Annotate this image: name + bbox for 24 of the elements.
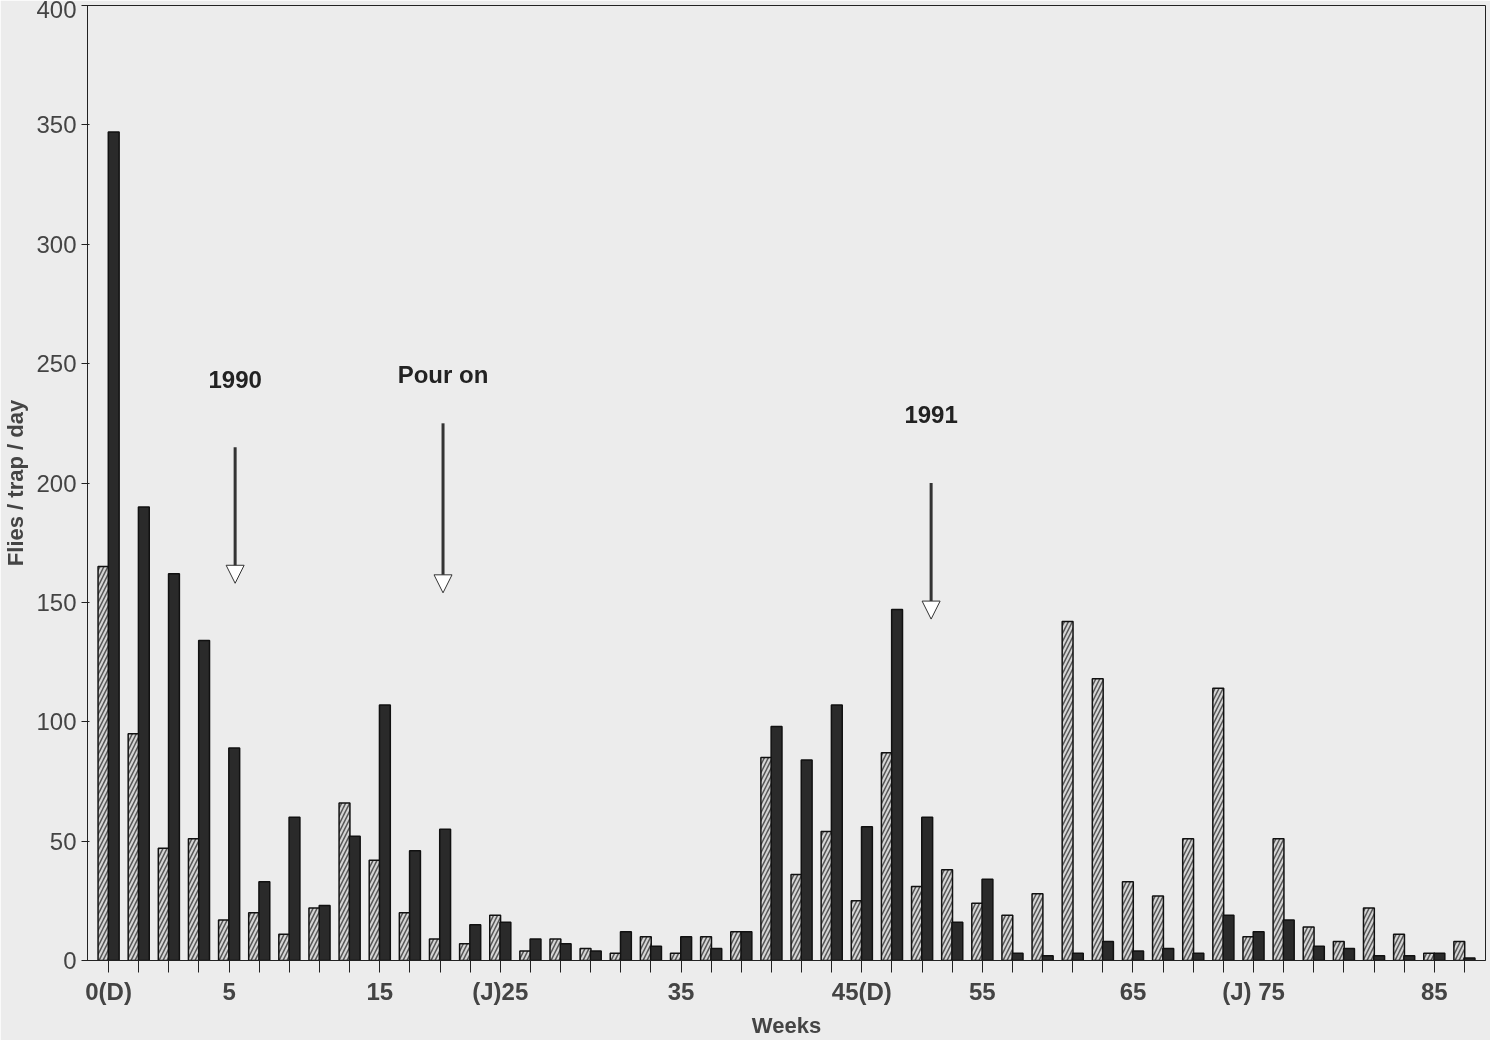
y-tick-label: 50 [49, 827, 77, 855]
x-tick-label: 45(D) [831, 977, 892, 1005]
x-tick-label: 0(D) [85, 977, 132, 1005]
y-tick-label: 400 [36, 0, 77, 23]
y-tick-label: 250 [36, 350, 77, 378]
x-tick-label: 15 [366, 977, 394, 1005]
y-tick-label: 0 [63, 947, 77, 974]
y-tick-label: 300 [36, 230, 77, 258]
y-tick-label: 350 [36, 111, 77, 139]
x-tick-label: 55 [968, 977, 996, 1005]
y-tick-label: 100 [36, 708, 77, 736]
annotation: Pour on [397, 360, 489, 388]
x-tick-label: (J)25 [472, 977, 529, 1005]
x-tick-label: 5 [222, 977, 236, 1005]
annotation: 1991 [904, 401, 958, 429]
x-tick-label: 85 [1420, 977, 1448, 1005]
y-tick-label: 200 [36, 469, 77, 497]
x-axis-title: Weeks [751, 1012, 822, 1038]
y-axis-title: Flies / trap / day [3, 399, 29, 567]
x-tick-label: 35 [667, 977, 695, 1005]
y-tick-label: 150 [36, 588, 77, 616]
x-tick-label: (J) 75 [1222, 977, 1285, 1005]
annotation: 1990 [208, 365, 262, 393]
x-tick-label: 65 [1119, 977, 1147, 1005]
